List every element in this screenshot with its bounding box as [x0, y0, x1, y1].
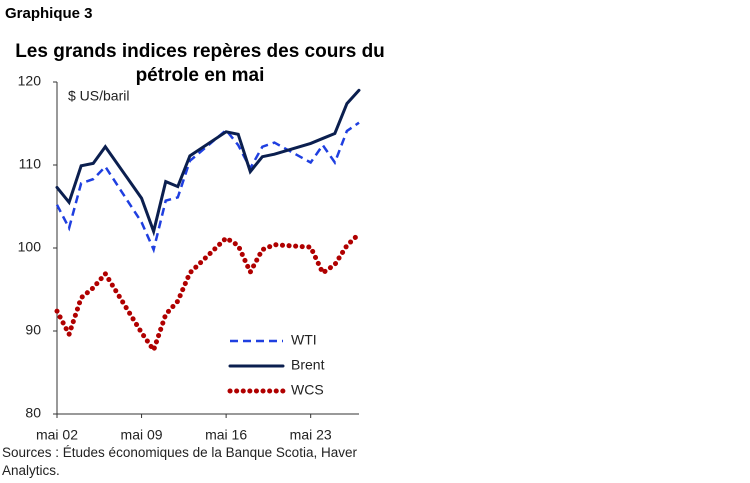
y-tick-label: 100	[18, 239, 42, 255]
series-line	[54, 231, 362, 356]
chart-label: Graphique 3	[5, 5, 93, 22]
source-note: Sources : Études économiques de la Banqu…	[2, 445, 357, 478]
x-tick-label: mai 16	[205, 427, 247, 443]
legend-label: WTI	[291, 332, 317, 348]
y-tick-label: 80	[25, 405, 41, 421]
series-line	[55, 88, 361, 237]
y-tick-label: 120	[18, 73, 42, 89]
y-tick-label: 110	[19, 156, 42, 172]
chart-title: Les grands indices repères des cours du …	[15, 41, 385, 86]
x-tick-label: mai 02	[36, 427, 78, 443]
legend-label: Brent	[291, 357, 325, 373]
y-tick-label: 90	[25, 322, 41, 338]
y-unit: $ US/baril	[68, 88, 129, 104]
legend-label: WCS	[291, 382, 324, 398]
x-tick-label: mai 09	[121, 427, 163, 443]
x-tick-label: mai 23	[290, 427, 332, 443]
